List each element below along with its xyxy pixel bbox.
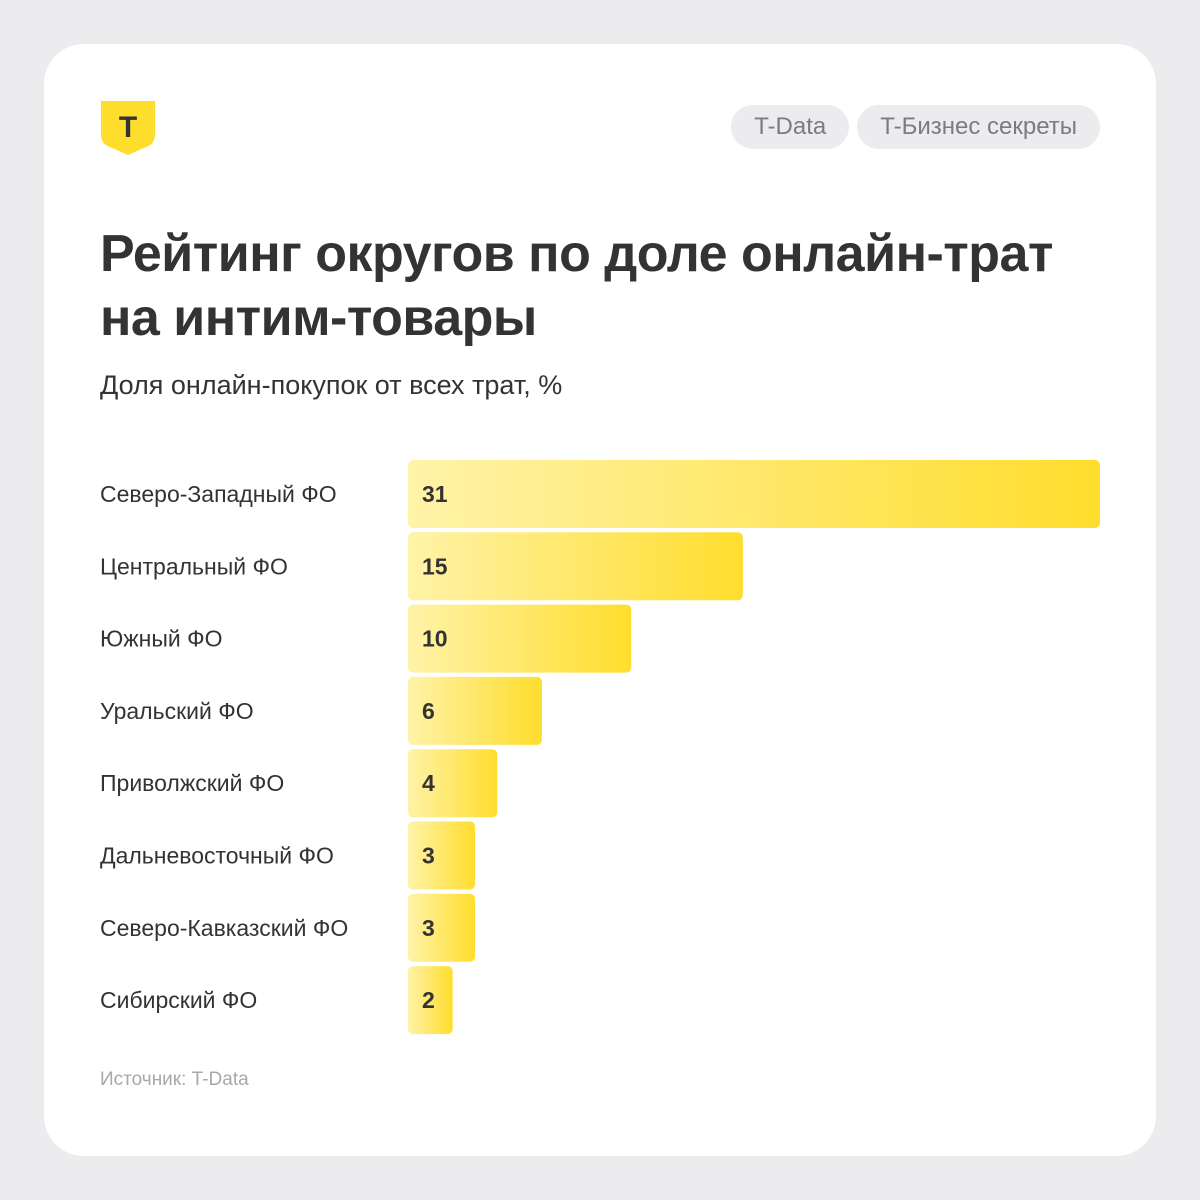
category-label: Уральский ФО [100,698,254,724]
value-label: 31 [422,481,448,507]
category-label: Южный ФО [100,626,222,652]
bar [408,532,743,601]
category-label: Северо-Кавказский ФО [100,915,348,941]
category-label: Сибирский ФО [100,987,257,1013]
logo-letter: T [119,111,137,144]
value-label: 4 [422,770,435,796]
category-label: Северо-Западный ФО [100,481,337,507]
value-label: 3 [422,915,435,941]
bar [408,749,498,818]
category-label: Центральный ФО [100,553,288,579]
source-note: Источник: T-Data [100,1069,249,1090]
bar-chart: Северо-Западный ФО 31 Центральный ФО 15 Южны… [100,460,1100,1035]
t-logo-icon: T [101,101,155,155]
category-label: Приволжский ФО [100,770,284,796]
tag-t-business-secrets[interactable]: T-Бизнес секреты [857,105,1100,149]
chart-subtitle: Доля онлайн-покупок от всех трат, % [100,370,563,400]
card: T T-Data T-Бизнес секреты Рейтинг округо… [44,44,1156,1156]
chart-title: Рейтинг округов по доле онлайн-трат на и… [100,225,1053,347]
bar [408,460,1100,528]
category-label: Дальневосточный ФО [100,843,334,869]
bar [408,966,453,1035]
bar [408,893,475,962]
value-label: 15 [422,553,448,579]
value-label: 3 [422,843,435,869]
tag-list: T-Data T-Бизнес секреты [731,105,1100,149]
bar [408,821,475,890]
tag-t-data[interactable]: T-Data [731,105,850,149]
value-label: 10 [422,626,448,652]
bar [408,676,542,745]
value-label: 6 [422,698,435,724]
bar [408,604,632,673]
value-label: 2 [422,987,435,1013]
bar-group: Северо-Западный ФО 31 Центральный ФО 15 Южны… [100,460,1100,1035]
